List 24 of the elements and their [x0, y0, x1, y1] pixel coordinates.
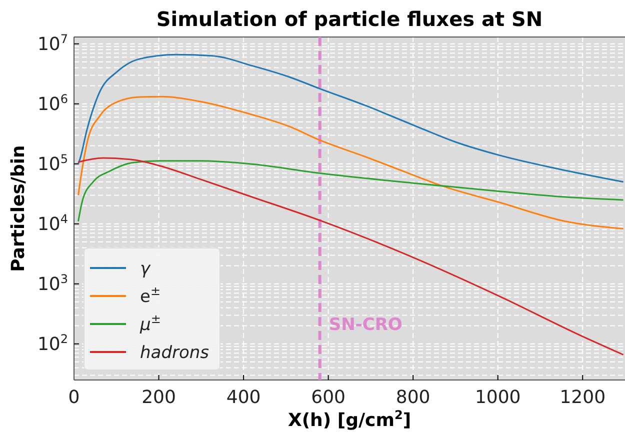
x-tick-label: 600	[311, 386, 346, 408]
legend-label: e$^{±}$	[140, 284, 161, 307]
x-tick-label: 400	[226, 386, 261, 408]
y-tick-label: 10$^{4}$	[37, 212, 68, 236]
x-tick-label: 1000	[474, 386, 521, 408]
x-tick-label: 200	[142, 386, 176, 408]
x-tick-label: 0	[68, 386, 80, 408]
x-axis-title: X(h) [g/cm$^{2}$]	[288, 408, 412, 431]
chart-title: Simulation of particle fluxes at SN	[156, 7, 543, 31]
legend-label: μ$^{±}$	[139, 312, 161, 335]
y-tick-label: 10$^{7}$	[37, 32, 68, 56]
y-tick-label: 10$^{3}$	[37, 272, 68, 296]
ref-line-label: SN-CRO	[328, 315, 402, 336]
line-series	[77, 54, 624, 183]
y-tick-label: 10$^{5}$	[37, 152, 68, 176]
legend-label: γ	[140, 259, 151, 279]
x-tick-label: 800	[396, 386, 430, 408]
y-axis-title: Particles/bin	[8, 145, 29, 272]
legend-label: hadrons	[140, 343, 210, 363]
line-series	[77, 160, 624, 222]
x-tick-label: 1200	[560, 386, 606, 408]
y-tick-label: 10$^{6}$	[37, 92, 68, 116]
line-series	[77, 96, 624, 230]
y-tick-label: 10$^{2}$	[37, 332, 68, 356]
